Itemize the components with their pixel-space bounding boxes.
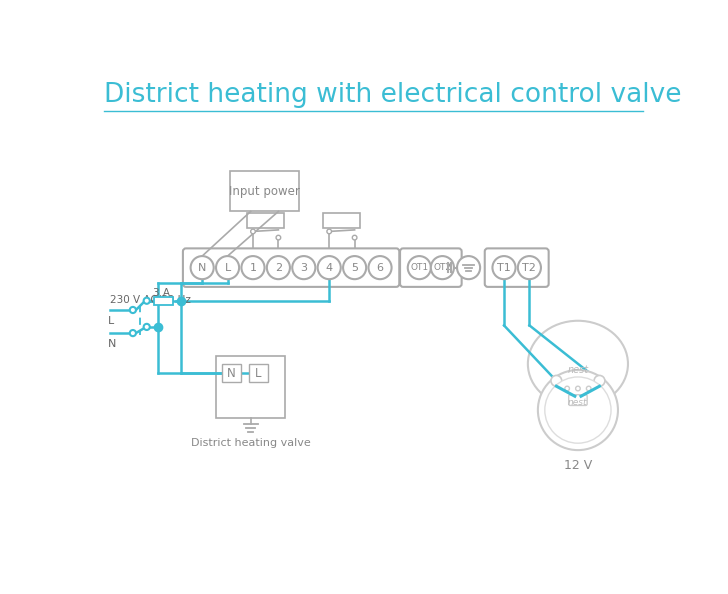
Bar <box>323 213 360 228</box>
Text: OT1: OT1 <box>411 263 428 272</box>
Bar <box>230 172 299 211</box>
FancyBboxPatch shape <box>400 248 462 287</box>
Circle shape <box>538 370 618 450</box>
Circle shape <box>586 386 591 391</box>
Circle shape <box>343 256 366 279</box>
Circle shape <box>143 324 150 330</box>
Circle shape <box>431 256 454 279</box>
Text: 3 A: 3 A <box>153 288 170 298</box>
Circle shape <box>267 256 290 279</box>
Circle shape <box>576 386 580 391</box>
Circle shape <box>327 229 331 234</box>
Text: N: N <box>227 366 236 380</box>
Bar <box>154 297 173 305</box>
Circle shape <box>594 375 605 386</box>
Circle shape <box>317 256 341 279</box>
Text: Input power: Input power <box>229 185 300 198</box>
Text: L: L <box>255 366 261 380</box>
FancyBboxPatch shape <box>569 394 587 406</box>
Text: L: L <box>108 316 114 326</box>
Text: L: L <box>224 263 231 273</box>
Circle shape <box>545 377 611 443</box>
Text: District heating with electrical control valve: District heating with electrical control… <box>103 82 681 108</box>
Text: 3: 3 <box>301 263 307 273</box>
FancyBboxPatch shape <box>183 248 399 287</box>
Circle shape <box>368 256 392 279</box>
Text: 1: 1 <box>250 263 256 273</box>
Circle shape <box>276 235 281 240</box>
Circle shape <box>518 256 541 279</box>
Text: 2: 2 <box>275 263 282 273</box>
Text: 12 V: 12 V <box>563 459 592 472</box>
Circle shape <box>216 256 239 279</box>
Text: 5: 5 <box>351 263 358 273</box>
Text: T2: T2 <box>523 263 537 273</box>
Circle shape <box>130 330 136 336</box>
Text: 4: 4 <box>325 263 333 273</box>
Circle shape <box>352 235 357 240</box>
Text: 6: 6 <box>376 263 384 273</box>
Circle shape <box>191 256 214 279</box>
Text: OT2: OT2 <box>433 263 451 272</box>
Circle shape <box>565 386 569 391</box>
Text: N: N <box>198 263 206 273</box>
Text: 230 V AC/50 Hz: 230 V AC/50 Hz <box>110 295 191 305</box>
Text: District heating valve: District heating valve <box>191 438 311 448</box>
Circle shape <box>457 256 480 279</box>
Circle shape <box>492 256 515 279</box>
Bar <box>249 364 268 383</box>
Text: N: N <box>108 339 116 349</box>
Text: T1: T1 <box>497 263 511 273</box>
FancyBboxPatch shape <box>485 248 549 287</box>
Ellipse shape <box>528 321 628 407</box>
Circle shape <box>292 256 315 279</box>
Circle shape <box>551 375 562 386</box>
Circle shape <box>250 229 256 234</box>
Circle shape <box>143 298 150 304</box>
Bar <box>248 213 284 228</box>
Text: nest: nest <box>568 398 587 407</box>
Bar <box>216 356 285 418</box>
Circle shape <box>408 256 431 279</box>
Text: nest: nest <box>567 365 588 375</box>
Circle shape <box>242 256 264 279</box>
Circle shape <box>130 307 136 313</box>
Bar <box>222 364 241 383</box>
